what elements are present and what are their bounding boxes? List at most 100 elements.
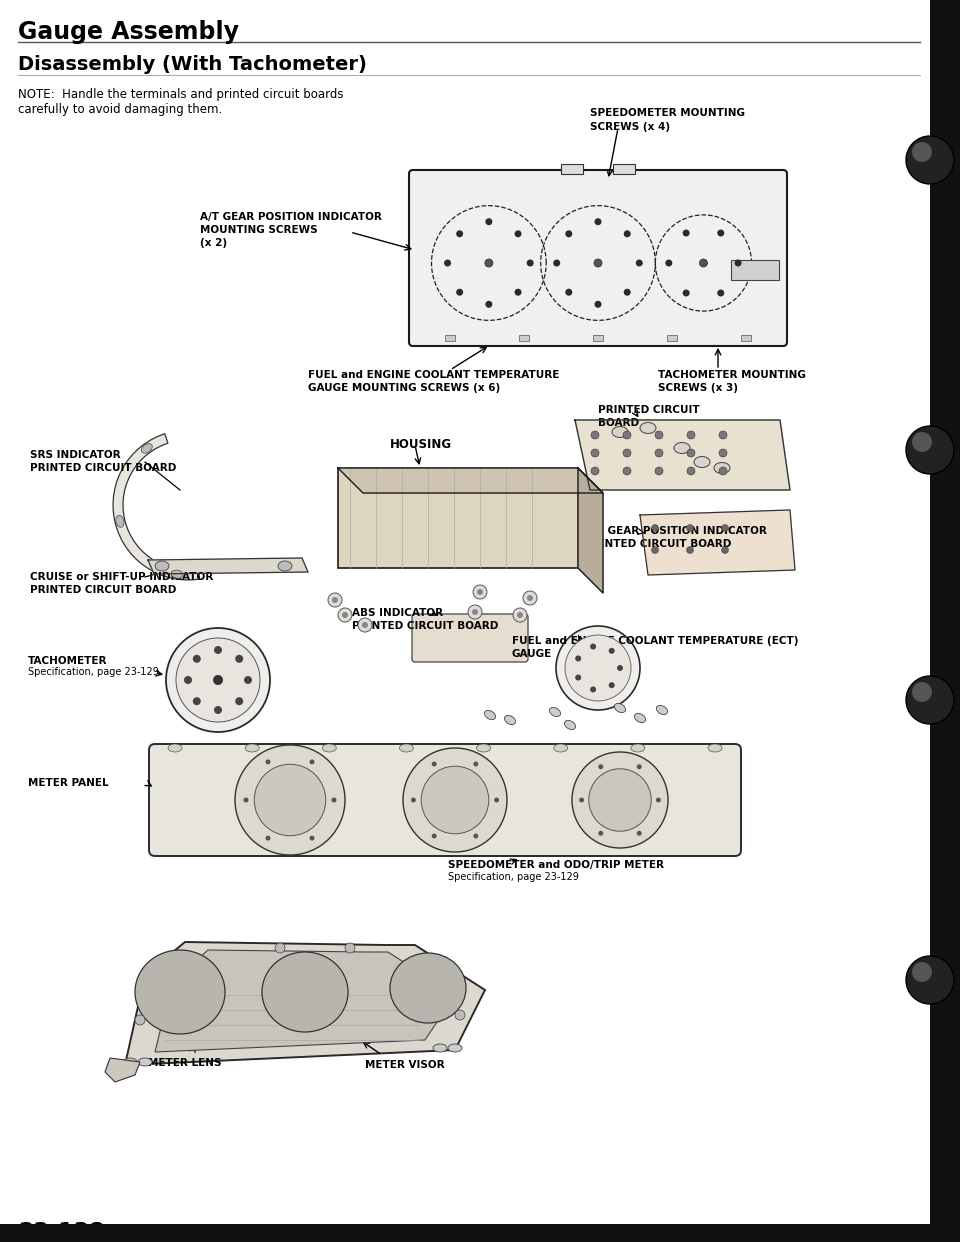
- Text: PRINTED CIRCUIT
BOARD: PRINTED CIRCUIT BOARD: [598, 405, 700, 428]
- Circle shape: [912, 682, 932, 702]
- Circle shape: [193, 655, 201, 663]
- Ellipse shape: [390, 953, 466, 1023]
- Circle shape: [591, 431, 599, 438]
- Circle shape: [912, 432, 932, 452]
- Circle shape: [309, 836, 315, 841]
- Ellipse shape: [323, 744, 336, 751]
- Circle shape: [906, 137, 954, 184]
- Circle shape: [342, 612, 348, 619]
- Circle shape: [309, 759, 315, 764]
- Circle shape: [345, 943, 355, 953]
- Circle shape: [275, 943, 285, 953]
- Circle shape: [527, 595, 533, 601]
- Circle shape: [588, 769, 651, 831]
- Circle shape: [456, 230, 463, 237]
- Circle shape: [594, 219, 602, 225]
- Circle shape: [432, 761, 437, 766]
- Circle shape: [513, 609, 527, 622]
- Circle shape: [421, 766, 489, 833]
- Circle shape: [594, 260, 602, 267]
- Circle shape: [477, 589, 483, 595]
- Polygon shape: [113, 433, 200, 580]
- Polygon shape: [578, 468, 603, 592]
- Circle shape: [565, 230, 572, 237]
- Circle shape: [184, 676, 192, 684]
- FancyBboxPatch shape: [412, 614, 528, 662]
- Circle shape: [686, 524, 693, 532]
- Circle shape: [719, 467, 727, 474]
- Polygon shape: [338, 468, 603, 493]
- Text: A/T GEAR POSITION INDICATOR
MOUNTING SCREWS
(x 2): A/T GEAR POSITION INDICATOR MOUNTING SCR…: [200, 212, 382, 248]
- Circle shape: [912, 142, 932, 161]
- Circle shape: [485, 260, 492, 267]
- Polygon shape: [575, 420, 790, 491]
- Circle shape: [652, 546, 659, 554]
- Text: ABS INDICATOR
PRINTED CIRCUIT BOARD: ABS INDICATOR PRINTED CIRCUIT BOARD: [352, 609, 498, 631]
- Text: carefully to avoid damaging them.: carefully to avoid damaging them.: [18, 103, 223, 116]
- Ellipse shape: [135, 950, 225, 1035]
- FancyBboxPatch shape: [149, 744, 741, 856]
- Circle shape: [623, 450, 631, 457]
- Circle shape: [244, 676, 252, 684]
- Circle shape: [235, 745, 345, 854]
- Circle shape: [717, 289, 724, 297]
- Circle shape: [575, 656, 581, 662]
- Ellipse shape: [614, 703, 626, 713]
- Circle shape: [719, 431, 727, 438]
- Bar: [741, 335, 751, 342]
- Circle shape: [687, 467, 695, 474]
- Circle shape: [235, 697, 243, 705]
- Bar: [445, 335, 455, 342]
- Circle shape: [906, 426, 954, 474]
- Circle shape: [624, 230, 631, 237]
- Circle shape: [565, 635, 631, 700]
- Circle shape: [332, 597, 338, 604]
- Circle shape: [717, 230, 724, 236]
- Circle shape: [722, 524, 729, 532]
- Text: FUEL and ENGINE COOLANT TEMPERATURE (ECT)
GAUGE: FUEL and ENGINE COOLANT TEMPERATURE (ECT…: [512, 636, 799, 660]
- Circle shape: [594, 301, 602, 308]
- Ellipse shape: [640, 422, 656, 433]
- Text: carmanualsonline.info: carmanualsonline.info: [784, 1235, 885, 1242]
- Circle shape: [665, 260, 672, 267]
- Circle shape: [254, 764, 325, 836]
- Polygon shape: [105, 1058, 140, 1082]
- Ellipse shape: [476, 744, 491, 751]
- Circle shape: [328, 592, 342, 607]
- Ellipse shape: [399, 744, 414, 751]
- Circle shape: [432, 833, 437, 838]
- Ellipse shape: [549, 708, 561, 717]
- Circle shape: [683, 230, 689, 236]
- Circle shape: [523, 591, 537, 605]
- Text: Disassembly (With Tachometer): Disassembly (With Tachometer): [18, 55, 367, 75]
- Bar: [519, 335, 529, 342]
- Ellipse shape: [278, 561, 292, 571]
- Bar: [732, 260, 780, 279]
- Circle shape: [338, 609, 352, 622]
- Circle shape: [598, 764, 603, 769]
- Text: FUEL and ENGINE COOLANT TEMPERATURE
GAUGE MOUNTING SCREWS (x 6): FUEL and ENGINE COOLANT TEMPERATURE GAUG…: [308, 370, 560, 394]
- Circle shape: [472, 609, 478, 615]
- Circle shape: [623, 431, 631, 438]
- Bar: [667, 335, 677, 342]
- Circle shape: [331, 797, 337, 802]
- Text: METER LENS: METER LENS: [148, 1058, 222, 1068]
- Bar: [593, 335, 603, 342]
- Text: METER PANEL: METER PANEL: [28, 777, 108, 787]
- Circle shape: [575, 674, 581, 681]
- Ellipse shape: [708, 744, 722, 751]
- Ellipse shape: [674, 442, 690, 453]
- Bar: [338, 468, 578, 568]
- Text: SPEEDOMETER and ODO/TRIP METER: SPEEDOMETER and ODO/TRIP METER: [448, 859, 664, 869]
- Ellipse shape: [657, 705, 667, 714]
- Text: SRS INDICATOR
PRINTED CIRCUIT BOARD: SRS INDICATOR PRINTED CIRCUIT BOARD: [30, 450, 177, 473]
- Circle shape: [656, 797, 660, 802]
- Circle shape: [912, 963, 932, 982]
- Ellipse shape: [245, 744, 259, 751]
- Circle shape: [652, 524, 659, 532]
- Text: NOTE:  Handle the terminals and printed circuit boards: NOTE: Handle the terminals and printed c…: [18, 88, 344, 101]
- Ellipse shape: [433, 1045, 447, 1052]
- Circle shape: [235, 655, 243, 663]
- Ellipse shape: [714, 462, 730, 473]
- Circle shape: [591, 450, 599, 457]
